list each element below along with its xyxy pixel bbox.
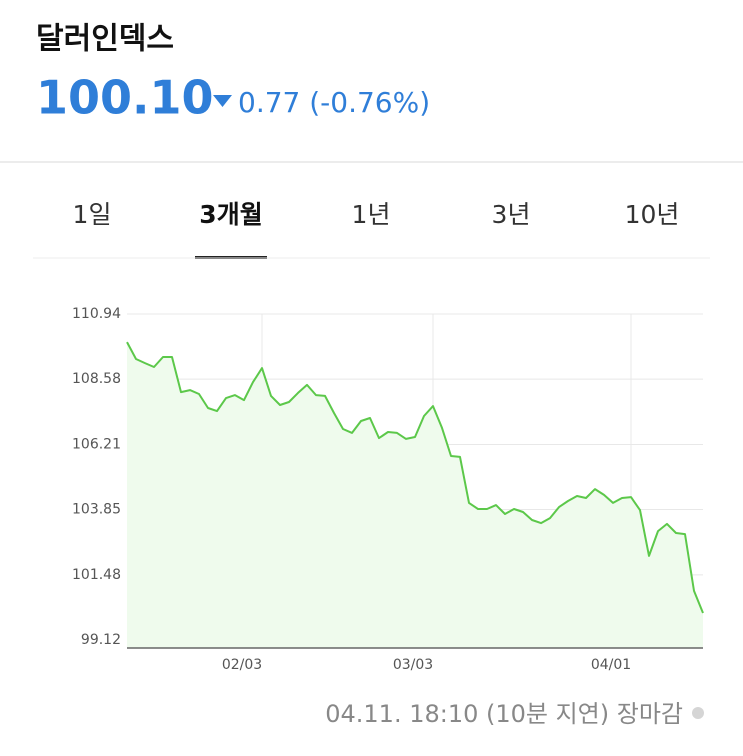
x-tick-label: 02/03	[222, 657, 262, 673]
chart: 110.94 108.58 106.21 103.85 101.48 99.12 02/03…	[72, 306, 704, 673]
tab[interactable]: 3개월	[199, 200, 262, 229]
tab[interactable]: 10년	[625, 200, 680, 229]
x-tick-label: 04/01	[591, 657, 631, 673]
y-tick-label: 103.85	[72, 502, 121, 518]
tab[interactable]: 3년	[492, 200, 531, 229]
tabs: 1일 3개월 1년 3년 10년	[73, 200, 680, 259]
tab[interactable]: 1일	[73, 200, 112, 229]
change: 0.77 (-0.76%)	[238, 86, 430, 119]
price: 100.10	[36, 71, 214, 125]
y-tick-label: 106.21	[72, 436, 121, 452]
status-dot	[692, 707, 704, 719]
area	[127, 342, 703, 648]
down-arrow	[213, 95, 232, 107]
x-tick-label: 03/03	[393, 657, 433, 673]
tab[interactable]: 1년	[352, 200, 391, 229]
y-tick-label: 101.48	[72, 567, 121, 583]
y-tick-label: 99.12	[81, 632, 121, 648]
line	[126, 341, 704, 614]
status: 04.11. 18:10 (10분 지연) 장마감	[325, 700, 683, 728]
y-tick-label: 108.58	[72, 371, 121, 387]
title: 달러인덱스	[36, 22, 174, 57]
y-tick-label: 110.94	[72, 306, 121, 322]
